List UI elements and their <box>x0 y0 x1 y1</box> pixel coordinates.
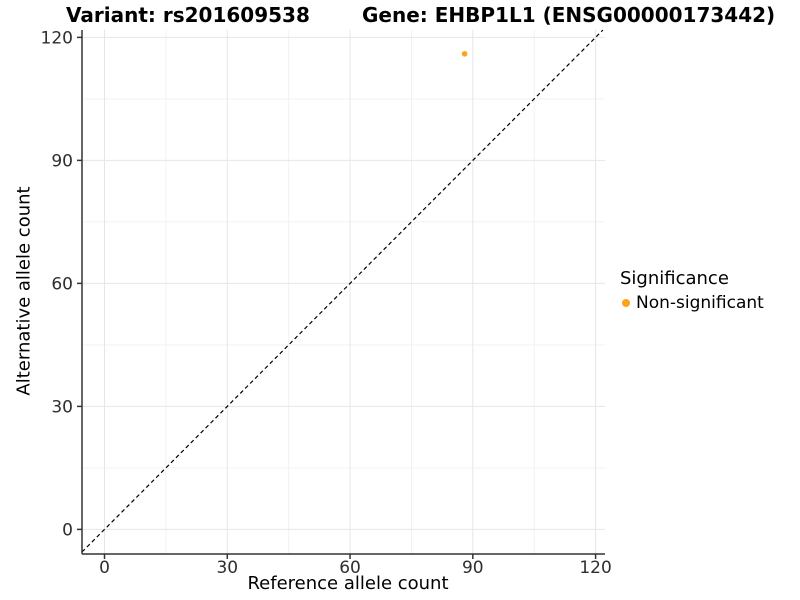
y-tick-label: 30 <box>51 397 73 417</box>
legend: Significance Non-significant <box>620 268 764 313</box>
y-tick-label: 120 <box>41 28 73 48</box>
x-tick-label: 90 <box>462 558 484 578</box>
identity-line <box>81 29 604 553</box>
y-axis-title: Alternative allele count <box>13 186 35 396</box>
y-tick-label: 0 <box>62 520 73 540</box>
legend-key-dot <box>622 299 630 307</box>
legend-items: Non-significant <box>620 293 764 313</box>
x-tick-label: 0 <box>99 558 110 578</box>
legend-title: Significance <box>620 268 729 289</box>
legend-item: Non-significant <box>620 293 764 313</box>
plot-title-gene: Gene: EHBP1L1 (ENSG00000173442) <box>362 3 776 27</box>
x-tick-label: 60 <box>339 558 361 578</box>
data-point <box>461 50 468 57</box>
plot-title-variant: Variant: rs201609538 <box>66 3 310 27</box>
y-tick-label: 90 <box>51 151 73 171</box>
x-tick-label: 30 <box>216 558 238 578</box>
legend-item-label: Non-significant <box>636 293 764 313</box>
y-tick-label: 60 <box>51 274 73 294</box>
x-axis-title: Reference allele count <box>247 573 449 594</box>
x-tick-label: 120 <box>579 558 611 578</box>
